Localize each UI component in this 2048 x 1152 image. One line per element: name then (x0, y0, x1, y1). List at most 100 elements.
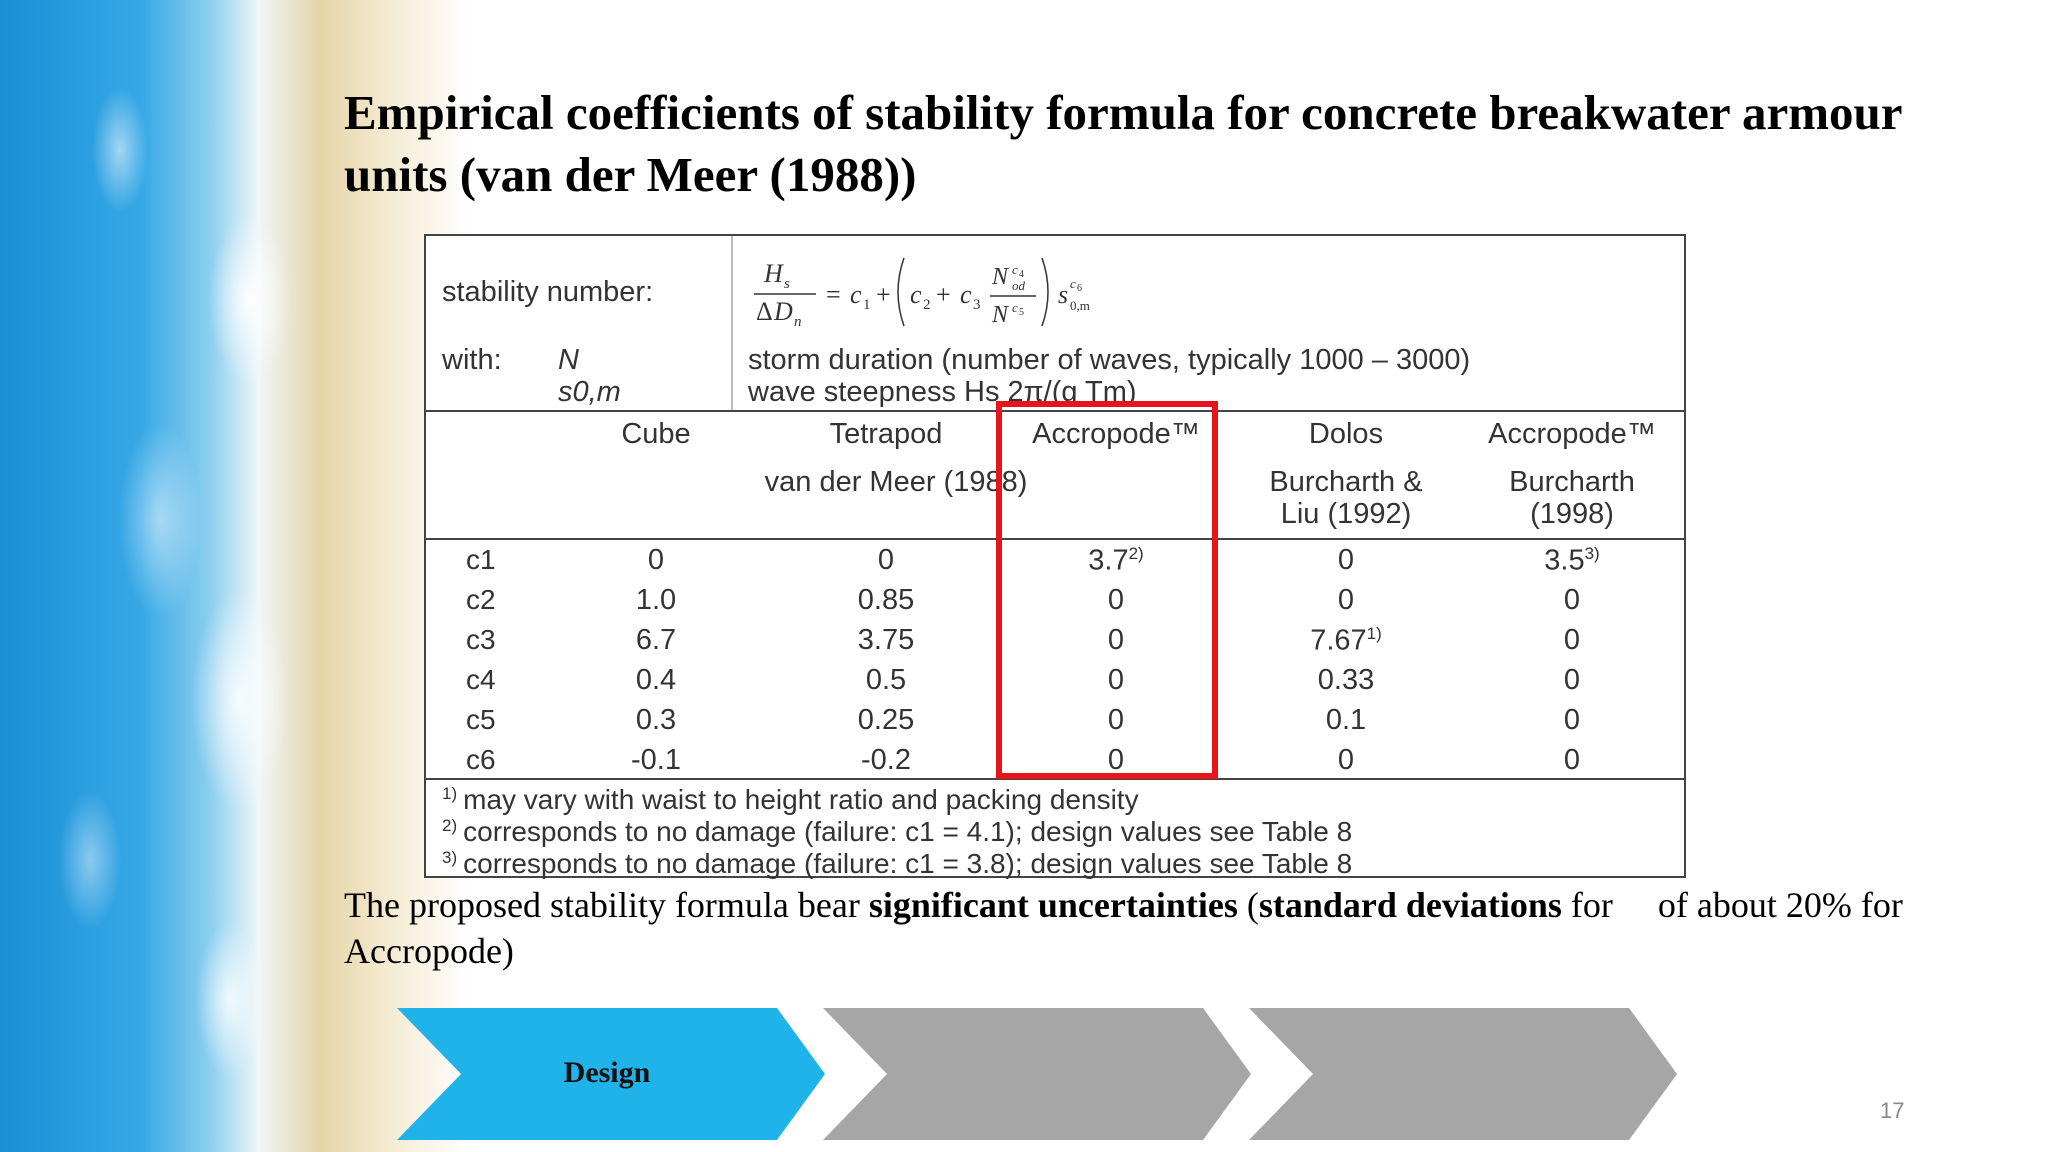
table-rule-top (426, 410, 1684, 412)
cell-value: -0.1 (631, 744, 681, 776)
cell-c5-col1: 0.3 (556, 704, 756, 737)
cell-value: 0 (1563, 744, 1581, 776)
svg-text:+: + (876, 280, 891, 309)
process-step-2[interactable] (823, 1008, 1251, 1140)
cell-value: 0 (1337, 744, 1355, 776)
svg-text:3: 3 (973, 297, 981, 313)
cell-c3-col3: 0 (1016, 624, 1216, 657)
process-step-design[interactable]: Design (397, 1008, 825, 1140)
svg-text:n: n (794, 314, 802, 328)
description-n: storm duration (number of waves, typical… (748, 344, 1471, 376)
column-header-accropode-2: Accropode™ (1488, 418, 1656, 450)
source-van-der-meer: van der Meer (1988) (764, 466, 1028, 498)
cell-c2-col4: 0 (1246, 584, 1446, 617)
cell-value: 0 (1107, 704, 1125, 736)
row-label-c5: c5 (466, 704, 496, 735)
svg-text:=: = (826, 280, 841, 309)
header-divider (731, 236, 733, 411)
row-label-c4: c4 (466, 664, 496, 695)
footnote-text: corresponds to no damage (failure: c1 = … (463, 848, 1353, 880)
cell-c1-col4: 0 (1246, 544, 1446, 577)
cell-value: 0.1 (1325, 704, 1367, 736)
footnote-2: 2) corresponds to no damage (failure: c1 … (442, 816, 1352, 848)
summary-paragraph: The proposed stability formula bear sign… (344, 882, 1904, 974)
cell-value: 0 (647, 544, 665, 576)
cell-value: 0.5 (865, 664, 907, 696)
svg-text:s: s (1058, 280, 1068, 309)
footnote-3: 3) corresponds to no damage (failure: c1 … (442, 848, 1352, 880)
svg-text:1: 1 (863, 297, 871, 313)
svg-text:c: c (850, 280, 862, 309)
row-label-c2: c2 (466, 584, 496, 615)
svg-text:H: H (763, 259, 784, 288)
cell-c1-col5: 3.53) (1472, 544, 1672, 578)
cell-value: 0 (1563, 624, 1581, 656)
svg-text:c: c (1070, 276, 1076, 291)
cell-c2-col1: 1.0 (556, 584, 756, 617)
cell-value: 0 (1107, 744, 1125, 776)
variable-s: s0,m (558, 376, 621, 408)
footnote-mark: 1) (1366, 624, 1382, 643)
svg-text:c: c (910, 280, 922, 309)
cell-value: 0 (1107, 664, 1125, 696)
cell-c5-col2: 0.25 (786, 704, 986, 737)
cell-c3-col5: 0 (1472, 624, 1672, 657)
cell-value: 0.4 (635, 664, 677, 696)
cell-c2-col2: 0.85 (786, 584, 986, 617)
cell-value: 0.85 (857, 584, 915, 616)
cell-value: 0 (1563, 704, 1581, 736)
source-burcharth-liu-line2: Liu (1992) (1280, 498, 1412, 530)
cell-c4-col3: 0 (1016, 664, 1216, 697)
column-header-tetrapod: Tetrapod (829, 418, 943, 450)
cell-c6-col4: 0 (1246, 744, 1446, 777)
svg-text:c: c (1012, 262, 1018, 277)
cell-c6-col3: 0 (1016, 744, 1216, 777)
cell-value: 3.7 (1088, 544, 1129, 577)
footnote-mark: 1) (442, 784, 458, 803)
paragraph-bold2: standard deviations (1258, 885, 1562, 925)
process-step-3[interactable] (1249, 1008, 1677, 1140)
cell-value: 3.5 (1544, 544, 1585, 577)
table-rule-bottom (426, 778, 1684, 780)
slide-title: Empirical coefficients of stability form… (344, 85, 1902, 202)
paragraph-bold1: significant uncertainties (868, 885, 1238, 925)
cell-c4-col5: 0 (1472, 664, 1672, 697)
svg-text:s: s (784, 276, 790, 292)
svg-text:c: c (960, 280, 972, 309)
chevron-shape (397, 1008, 825, 1140)
cell-c5-col4: 0.1 (1246, 704, 1446, 737)
footnote-text: corresponds to no damage (failure: c1 = … (463, 816, 1353, 848)
cell-value: 0 (1107, 584, 1125, 616)
column-header-accropode: Accropode™ (1032, 418, 1200, 450)
cell-value: 0.25 (857, 704, 915, 736)
cell-c4-col1: 0.4 (556, 664, 756, 697)
with-label: with: (442, 344, 502, 376)
column-header-dolos: Dolos (1308, 418, 1384, 450)
svg-text:od: od (1012, 278, 1026, 293)
stability-number-label: stability number: (442, 276, 654, 308)
source-burcharth-line1: Burcharth (1509, 466, 1635, 498)
cell-c5-col3: 0 (1016, 704, 1216, 737)
cell-value: 0.33 (1317, 664, 1375, 696)
footnote-mark: 3) (1584, 544, 1600, 563)
cell-value: 0 (877, 544, 895, 576)
process-step-label: Design (563, 1056, 651, 1089)
column-header-cube: Cube (621, 418, 691, 450)
cell-value: 0 (1563, 664, 1581, 696)
cell-value: 3.75 (857, 624, 915, 656)
paragraph-part3: for of about 20% for Accropode) (344, 885, 1910, 971)
table-rule-middle (426, 538, 1684, 540)
paragraph-part1: The proposed stability formula bear (344, 885, 869, 925)
cell-c4-col4: 0.33 (1246, 664, 1446, 697)
cell-c6-col2: -0.2 (786, 744, 986, 777)
cell-c4-col2: 0.5 (786, 664, 986, 697)
svg-text:c: c (1012, 300, 1018, 315)
footnote-mark: 2) (442, 816, 458, 835)
beach-wave-decoration (0, 0, 470, 1152)
cell-c3-col2: 3.75 (786, 624, 986, 657)
cell-c2-col5: 0 (1472, 584, 1672, 617)
cell-value: 6.7 (635, 624, 677, 656)
page-number: 17 (1880, 1098, 1905, 1123)
